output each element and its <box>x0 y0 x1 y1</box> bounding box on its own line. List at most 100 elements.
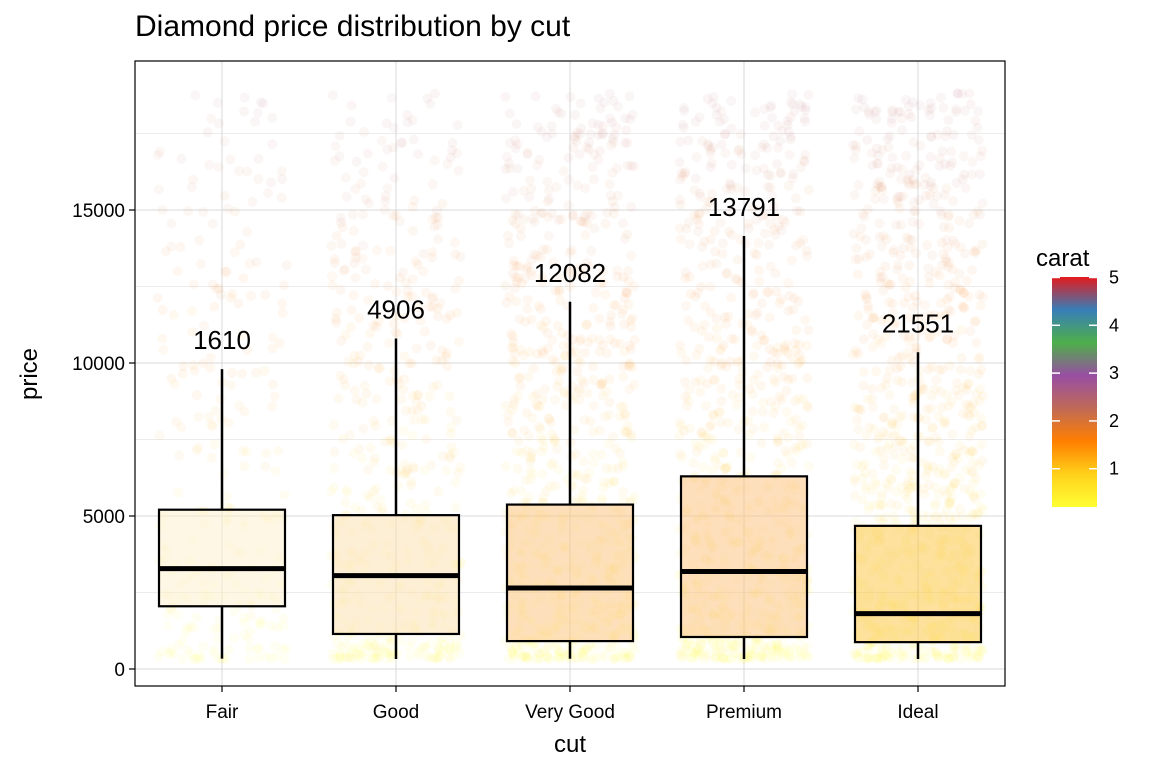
data-point <box>328 653 339 664</box>
data-point <box>399 313 410 324</box>
data-point <box>708 91 719 102</box>
data-point <box>345 652 355 663</box>
data-point <box>375 641 386 652</box>
data-point <box>607 463 618 474</box>
data-point <box>223 644 234 655</box>
data-point <box>872 158 883 169</box>
data-point <box>777 360 787 371</box>
data-point <box>521 264 532 275</box>
data-point <box>863 300 874 311</box>
data-point <box>348 448 359 459</box>
data-point <box>622 137 633 148</box>
data-point <box>209 624 220 635</box>
data-point <box>943 304 954 315</box>
data-point <box>785 652 796 662</box>
data-point <box>580 230 591 240</box>
data-point <box>624 360 635 371</box>
legend-colorbar <box>1052 277 1097 507</box>
data-point <box>876 488 887 499</box>
data-point <box>330 141 341 152</box>
data-point <box>674 223 685 234</box>
data-point <box>873 181 884 192</box>
data-point <box>934 463 945 474</box>
data-point <box>956 353 967 363</box>
data-point <box>708 410 719 421</box>
data-point <box>675 449 686 460</box>
data-point <box>605 316 616 327</box>
data-point <box>441 313 452 324</box>
data-point <box>953 390 964 401</box>
data-point <box>693 652 704 663</box>
data-point <box>376 136 387 146</box>
data-point <box>735 234 746 245</box>
data-point <box>552 645 563 656</box>
data-point <box>927 461 938 472</box>
data-point <box>614 448 625 459</box>
data-point <box>799 156 810 167</box>
data-point <box>605 190 616 201</box>
data-point <box>930 384 940 395</box>
data-point <box>906 392 917 403</box>
data-point <box>766 639 777 650</box>
data-point <box>608 431 619 442</box>
data-point <box>451 415 462 426</box>
data-point <box>869 653 879 664</box>
data-point <box>726 123 737 134</box>
data-point <box>786 353 797 364</box>
data-point <box>435 297 446 308</box>
data-point <box>401 468 412 479</box>
data-point <box>543 230 554 241</box>
data-point <box>432 234 443 245</box>
data-point <box>563 174 574 185</box>
data-point <box>407 430 418 441</box>
data-point <box>920 190 931 201</box>
data-point <box>864 422 875 433</box>
data-point <box>894 648 905 659</box>
data-point <box>896 351 907 362</box>
data-point <box>582 208 593 219</box>
data-point <box>522 294 533 305</box>
data-point <box>367 653 378 664</box>
data-point <box>623 266 633 277</box>
data-point <box>244 643 255 654</box>
data-point <box>721 463 732 473</box>
data-point <box>702 379 713 389</box>
data-point <box>931 374 942 385</box>
data-point <box>964 218 975 229</box>
data-point <box>914 431 925 442</box>
data-point <box>798 235 809 245</box>
data-point <box>218 469 229 480</box>
data-point <box>270 641 281 652</box>
data-point <box>888 244 899 255</box>
data-point <box>445 453 455 464</box>
data-point <box>975 646 986 657</box>
data-point <box>918 483 929 494</box>
data-point <box>856 223 867 234</box>
data-point <box>411 397 422 408</box>
data-point <box>871 114 882 125</box>
data-point <box>432 653 443 664</box>
data-point <box>747 289 758 300</box>
data-point <box>455 251 466 262</box>
data-point <box>710 375 721 385</box>
data-point <box>711 653 722 664</box>
data-point <box>870 476 881 487</box>
data-point <box>412 390 423 401</box>
data-point <box>683 315 694 326</box>
data-point <box>431 355 442 366</box>
data-point <box>717 652 728 663</box>
data-point <box>948 129 959 140</box>
data-point <box>931 649 941 660</box>
data-point <box>530 91 541 102</box>
data-point <box>867 485 877 496</box>
data-point <box>958 287 969 298</box>
data-point <box>974 290 985 300</box>
count-label: 12082 <box>534 258 606 288</box>
data-point <box>185 621 196 632</box>
data-point <box>605 321 616 331</box>
data-point <box>803 184 814 195</box>
data-point <box>939 485 950 496</box>
data-point <box>602 643 613 654</box>
data-point <box>507 427 518 438</box>
data-point <box>908 642 919 653</box>
